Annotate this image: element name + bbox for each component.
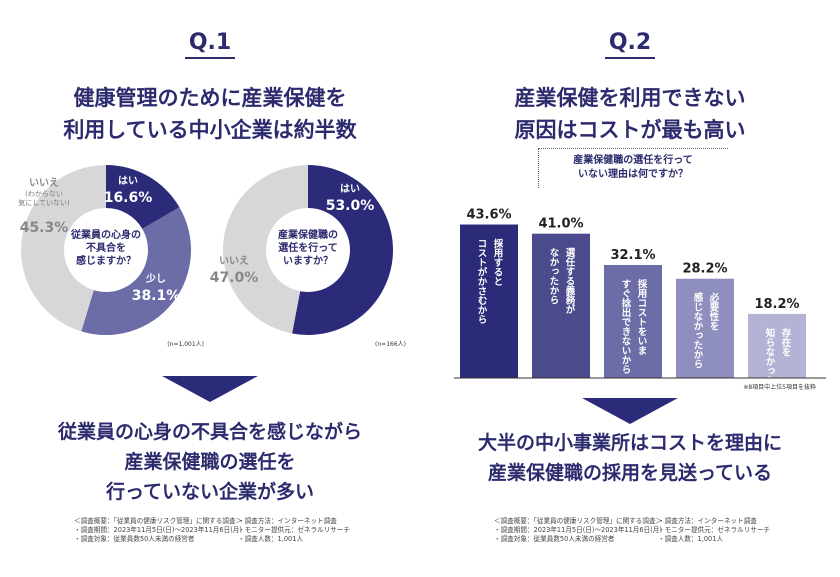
bar-category-label-1: なかったから — [548, 248, 560, 306]
bar-1 — [532, 233, 590, 378]
pie-slice-0 — [292, 165, 393, 335]
slice-label-2: いいえ — [29, 177, 59, 189]
panel-q1: Q.1 健康管理のために産業保健を 利用している中小企業は約半数 従業員の心身の… — [0, 30, 420, 544]
q2-survey-col1: ＜調査概要：「従業員の健康リスク管理」に関する調査＞ ・調査期間：2023年11… — [494, 517, 662, 544]
bar-value-label-3: 28.2% — [682, 262, 727, 277]
q2-headline: 産業保健を利用できない 原因はコストが最も高い — [420, 82, 840, 146]
bar-value-label-4: 18.2% — [754, 297, 799, 312]
survey-line: ・調査人数：1,001人 — [658, 535, 724, 543]
bar-category-label-2: すぐ捻出できないから — [620, 279, 632, 375]
q1-conclusion-line3: 行っていない企業が多い — [105, 481, 315, 503]
slice-label-0: はい — [340, 183, 360, 195]
panel-q2: Q.2 産業保健を利用できない 原因はコストが最も高い 産業保健職の選任を行って… — [420, 0, 840, 577]
q1-headline-line1: 健康管理のために産業保健を — [73, 86, 347, 110]
q2-conclusion-line2: 産業保健職の採用を見送っている — [487, 462, 773, 484]
slice-value-label-0: 53.0% — [326, 198, 375, 214]
bar-value-label-0: 43.6% — [466, 208, 511, 223]
slice-sublabel: (わからない — [25, 190, 63, 198]
q1-down-arrow — [162, 376, 258, 402]
slice-label-1: いいえ — [219, 255, 249, 267]
survey-line: ・調査期間：2023年11月5日(日)～2023年11月6日(月) — [494, 526, 662, 534]
slice-label-1: 少し — [145, 272, 166, 285]
bar-category-label-2: 採用コストをいま — [636, 278, 649, 355]
survey-line: ・調査方法：インターネット調査 — [658, 517, 757, 525]
bar-4 — [748, 313, 806, 378]
q2-conclusion-line1: 大半の中小事業所はコストを理由に — [477, 432, 782, 454]
bar-value-label-1: 41.0% — [538, 217, 583, 232]
pie-slice-2 — [21, 165, 106, 332]
bar-0 — [460, 224, 518, 378]
slice-value-label-2: 45.3% — [20, 220, 69, 236]
donut-hole — [267, 209, 349, 291]
q2-headline-line1: 産業保健を利用できない — [514, 86, 746, 110]
slice-value-label-0: 16.6% — [104, 190, 153, 206]
donut-center-label: 不具合を — [86, 241, 126, 254]
survey-line: ＜調査概要：「従業員の健康リスク管理」に関する調査＞ — [494, 517, 663, 525]
bar-3 — [676, 278, 734, 378]
survey-line: ・調査方法：インターネット調査 — [238, 517, 337, 525]
survey-line: ＜調査概要：「従業員の健康リスク管理」に関する調査＞ — [74, 517, 243, 525]
sample-size-label: (n=166人) — [375, 341, 406, 348]
q1-conclusion-line2: 産業保健職の選任を — [124, 451, 296, 473]
survey-line: ・調査対象：従業員数50人未満の経営者 — [494, 535, 615, 543]
q2-survey-col2: ・調査方法：インターネット調査 ・モニター提供元：ゼネラルリサーチ ・調査人数：… — [658, 517, 770, 544]
slice-label-0: はい — [118, 175, 138, 187]
q2-question-line1: 産業保健職の選任を行って — [573, 155, 693, 166]
bar-category-label-3: 感じなかったから — [692, 292, 704, 370]
q1-conclusion-line1: 従業員の心身の不具合を感じながら — [57, 421, 362, 443]
q2-conclusion: 大半の中小事業所はコストを理由に 産業保健職の採用を見送っている — [420, 428, 840, 488]
pie-slice-1 — [222, 165, 308, 334]
bar-category-label-4: 知らなかった — [764, 327, 777, 386]
survey-line: ・調査対象：従業員数50人未満の経営者 — [74, 535, 195, 543]
q1-label: Q.1 — [0, 30, 420, 59]
slice-value-label-1: 47.0% — [210, 270, 259, 286]
bar-category-label-4: 存在を — [780, 327, 793, 356]
bar-category-label-0: コストがかさむから — [476, 239, 488, 325]
survey-line: ・調査期間：2023年11月5日(日)～2023年11月6日(月) — [74, 526, 242, 534]
donut-center-label: いますか？ — [283, 255, 333, 267]
donut-center-label: 感じますか？ — [76, 254, 136, 267]
donut-center-label: 従業員の心身の — [70, 228, 141, 241]
survey-line: ・調査人数：1,001人 — [238, 535, 304, 543]
slice-sublabel: 気にしていない) — [18, 198, 70, 207]
slice-value-label-1: 38.1% — [132, 288, 181, 304]
q1-headline-line2: 利用している中小企業は約半数 — [63, 118, 357, 142]
bar-value-label-2: 32.1% — [610, 248, 655, 263]
q1-survey-col2: ・調査方法：インターネット調査 ・モニター提供元：ゼネラルリサーチ ・調査人数：… — [238, 517, 350, 544]
donut-center-label: 選任を行って — [278, 241, 338, 254]
q2-question-box — [538, 148, 728, 188]
q1-conclusion: 従業員の心身の不具合を感じながら 産業保健職の選任を 行っていない企業が多い — [0, 417, 420, 507]
survey-line: ・モニター提供元：ゼネラルリサーチ — [658, 526, 771, 534]
q2-footnote: ※8項目中上位5項目を抜粋 — [743, 384, 816, 391]
q2-question: 産業保健職の選任を行って いない理由は何ですか？ — [538, 154, 728, 182]
bar-2 — [604, 265, 662, 378]
q2-label: Q.2 — [420, 30, 840, 59]
q2-question-line2: いない理由は何ですか？ — [578, 169, 688, 180]
survey-line: ・モニター提供元：ゼネラルリサーチ — [238, 526, 351, 534]
bar-category-label-3: 必要性を — [708, 292, 721, 331]
pie-slice-1 — [81, 207, 191, 335]
sample-size-label: (n=1,001人) — [167, 341, 204, 348]
q2-headline-line2: 原因はコストが最も高い — [514, 118, 746, 142]
q1-survey-col1: ＜調査概要：「従業員の健康リスク管理」に関する調査＞ ・調査期間：2023年11… — [74, 517, 242, 544]
donut-center-label: 産業保健職の — [278, 228, 338, 241]
bar-category-label-1: 選任する義務が — [564, 248, 577, 315]
pie-slice-0 — [106, 165, 180, 229]
q2-down-arrow — [582, 398, 678, 424]
q1-headline: 健康管理のために産業保健を 利用している中小企業は約半数 — [0, 82, 420, 146]
donut-hole — [65, 209, 147, 291]
bar-category-label-0: 採用すると — [492, 238, 505, 286]
